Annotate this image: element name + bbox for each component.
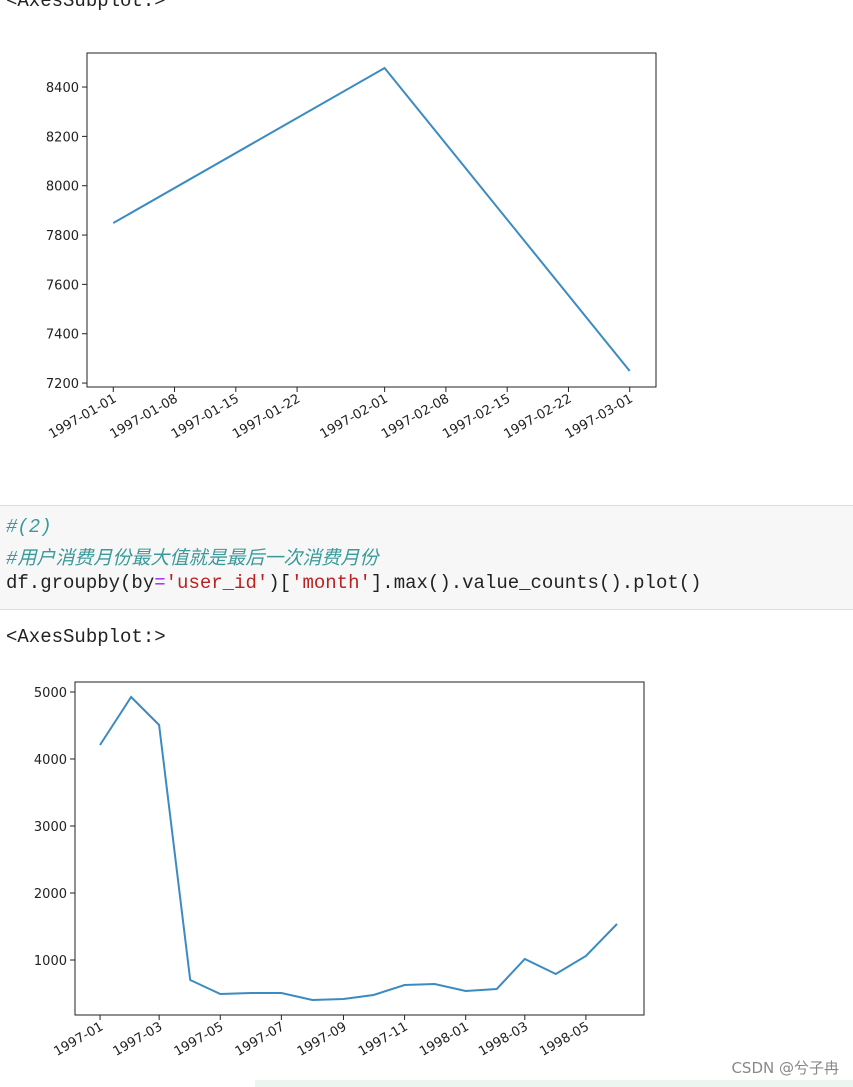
x-tick-label: 1997-11	[356, 1019, 411, 1059]
x-tick-label: 1997-01-01	[46, 391, 119, 442]
code-token: ].max().value_counts().plot()	[370, 572, 702, 594]
x-tick-label: 1998-03	[476, 1019, 531, 1059]
x-tick-label: 1997-07	[233, 1019, 288, 1059]
x-tick-label: 1997-03	[111, 1019, 166, 1059]
x-tick-label: 1997-01-15	[169, 391, 242, 442]
x-tick-label: 1997-01-22	[230, 391, 303, 442]
code-line: df.groupby(by='user_id')['month'].max().…	[6, 572, 702, 594]
code-token: )[	[268, 572, 292, 594]
y-tick-label: 5000	[34, 686, 67, 701]
y-tick-label: 8400	[46, 81, 79, 96]
x-tick-label: 1997-05	[172, 1019, 227, 1059]
x-tick-label: 1997-09	[295, 1019, 350, 1059]
code-comment: #用户消费月份最大值就是最后一次消费月份	[6, 548, 379, 570]
output-label: <AxesSubplot:>	[6, 626, 166, 648]
y-tick-label: 1000	[34, 954, 67, 969]
y-tick-label: 7800	[46, 229, 79, 244]
plot-frame	[86, 52, 657, 388]
code-token: 'user_id'	[165, 572, 269, 594]
code-cell[interactable]: #(2) #用户消费月份最大值就是最后一次消费月份 df.groupby(by=…	[0, 505, 853, 610]
x-tick-label: 1997-02-01	[318, 391, 391, 442]
code-token: df.groupby(by	[6, 572, 155, 594]
x-tick-label: 1997-03-01	[563, 391, 636, 442]
watermark: CSDN @兮子冉	[731, 1059, 839, 1077]
plot-frame	[74, 681, 645, 1016]
x-tick-label: 1997-02-22	[502, 391, 575, 442]
x-tick-label: 1998-05	[537, 1019, 592, 1059]
status-strip	[255, 1080, 853, 1087]
x-tick-label: 1997-01-08	[108, 391, 181, 442]
x-tick-label: 1997-02-08	[379, 391, 452, 442]
x-tick-label: 1997-02-15	[440, 391, 513, 442]
y-tick-label: 7400	[46, 328, 79, 343]
y-tick-label: 4000	[34, 753, 67, 768]
code-token: =	[154, 572, 166, 594]
y-tick-label: 8200	[46, 130, 79, 145]
code-token: 'month'	[291, 572, 371, 594]
y-tick-label: 8000	[46, 180, 79, 195]
output-label: <AxesSubplot:>	[6, 0, 166, 12]
code-comment: #(2)	[6, 516, 52, 538]
y-tick-label: 7600	[46, 278, 79, 293]
x-tick-label: 1998-01	[417, 1019, 472, 1059]
y-tick-label: 7200	[46, 377, 79, 392]
data-line	[112, 66, 631, 372]
data-line	[99, 695, 618, 1002]
y-tick-label: 3000	[34, 820, 67, 835]
x-tick-label: 1997-01	[51, 1019, 106, 1059]
y-tick-label: 2000	[34, 887, 67, 902]
